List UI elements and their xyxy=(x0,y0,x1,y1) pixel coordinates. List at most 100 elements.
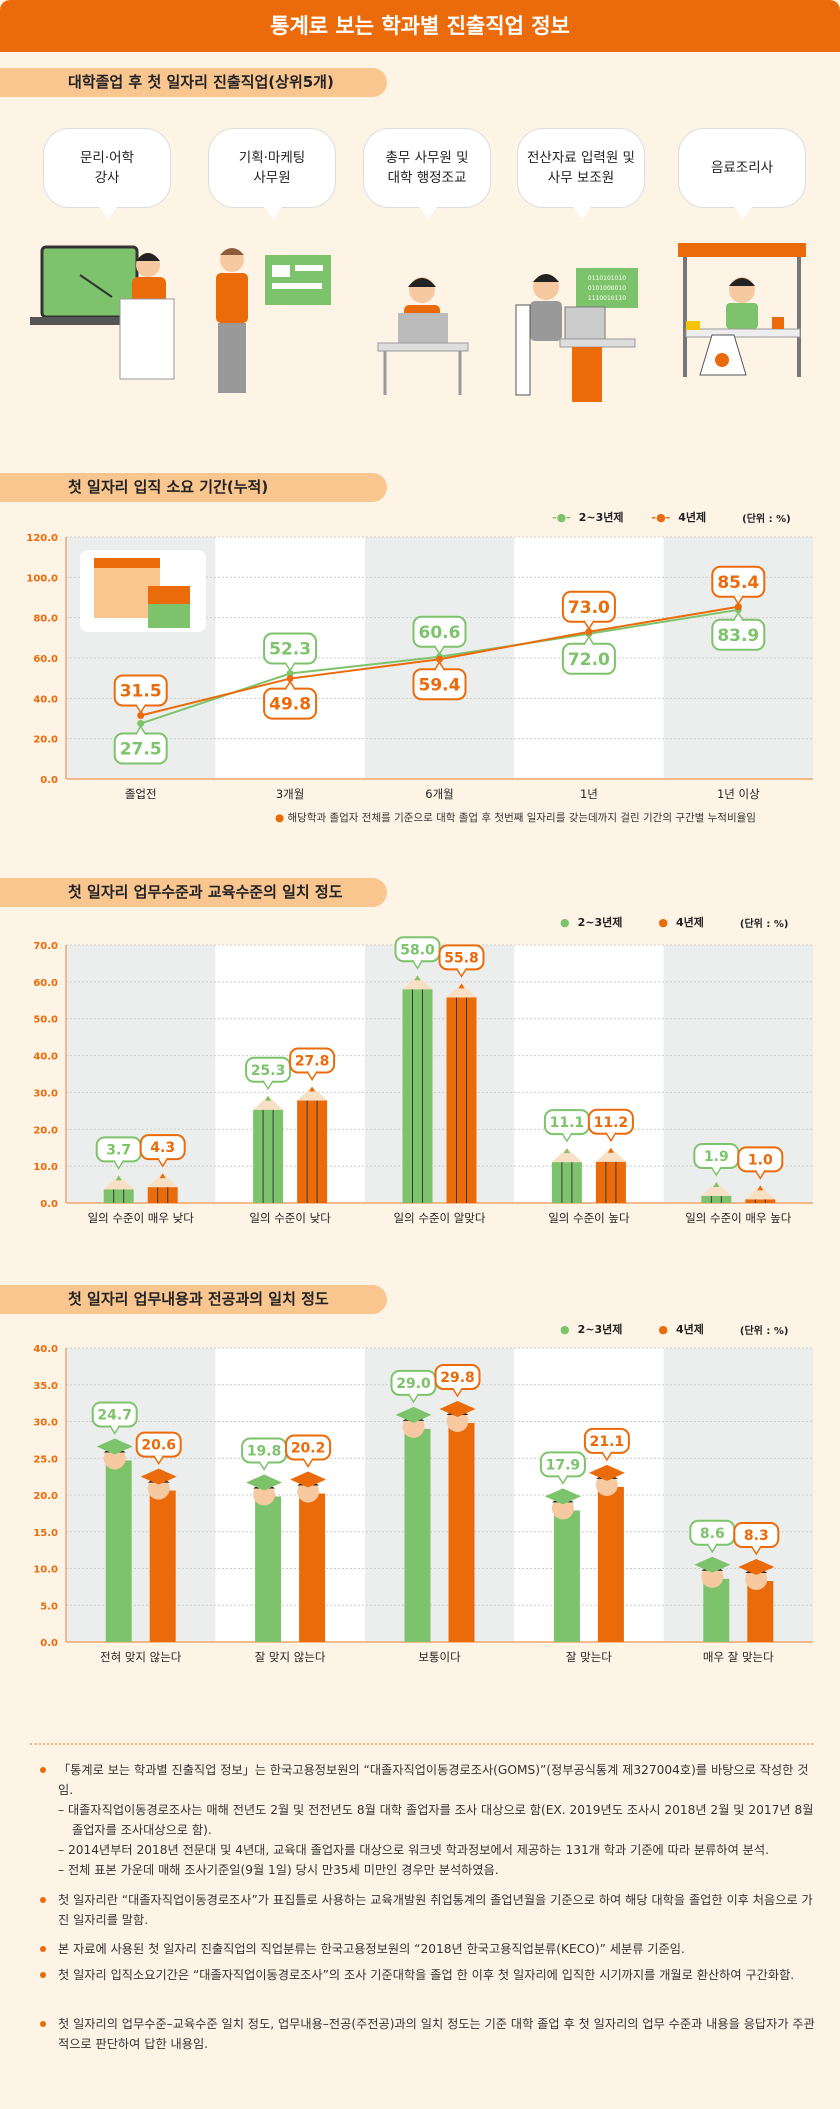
x-tick-label: 일의 수준이 높다 xyxy=(548,1211,630,1225)
chart2-title: 첫 일자리 업무수준과 교육수준의 일치 정도 xyxy=(0,878,387,907)
column-band xyxy=(66,945,216,1203)
data-label-tail xyxy=(433,645,446,656)
y-tick-label: 10.0 xyxy=(33,1162,58,1173)
data-label: 11.1 xyxy=(550,1115,585,1131)
chart1-legend: -●- 2~3년제 -●- 4년제 (단위 : %) xyxy=(552,509,791,525)
data-label: 58.0 xyxy=(400,942,435,958)
section-title-jobs: 대학졸업 후 첫 일자리 진출직업(상위5개) xyxy=(0,68,387,97)
graduate-face xyxy=(103,1447,126,1470)
job-label: 전산자료 입력원 및 사무 보조원 xyxy=(527,149,635,186)
pencil-tip xyxy=(551,1148,582,1163)
data-label-tail xyxy=(153,1455,165,1466)
graduate-face xyxy=(745,1567,768,1590)
chart3-legend: ● 2~3년제 ● 4년제 (단위 : %) xyxy=(560,1321,788,1337)
y-tick-label: 100.0 xyxy=(26,573,58,584)
data-label: 20.2 xyxy=(291,1441,326,1457)
legend-label-b: 4년제 xyxy=(675,916,704,929)
pencil-bar xyxy=(701,1195,732,1203)
pencil-lead xyxy=(757,1185,764,1191)
note-item: 첫 일자리의 업무수준–교육수준 일치 정도, 업무내용–전공(주전공)과의 일… xyxy=(40,2014,818,2054)
chart1-title: 첫 일자리 입직 소요 기간(누적) xyxy=(0,473,387,502)
job-bubble: 문리·어학 강사 xyxy=(43,128,171,219)
x-tick-label: 일의 수준이 낮다 xyxy=(249,1211,331,1225)
data-label-tail xyxy=(706,1543,718,1554)
graduation-cap-icon xyxy=(588,1464,625,1481)
y-tick-label: 20.0 xyxy=(33,1125,58,1136)
note-item: 첫 일자리 입직소요기간은 “대졸자직업이동경로조사”의 조사 기준대학을 졸업… xyxy=(40,1965,818,1985)
bullet-icon xyxy=(40,1767,46,1773)
divider xyxy=(30,1743,813,1745)
data-label: 19.8 xyxy=(247,1444,282,1460)
data-point xyxy=(734,603,742,611)
legend-label-b: 4년제 xyxy=(675,1323,704,1336)
graduation-cap-icon xyxy=(395,1406,432,1423)
teacher-illustration xyxy=(30,245,175,380)
pencil-lead xyxy=(607,1147,614,1153)
bar xyxy=(299,1493,326,1642)
column-band xyxy=(364,945,515,1203)
note-text: 「통계로 보는 학과별 진출직업 정보」는 한국고용정보원의 “대졸자직업이동경… xyxy=(58,1763,809,1797)
data-label-tail xyxy=(732,595,744,606)
pencil-tip xyxy=(297,1086,328,1101)
data-label: 25.3 xyxy=(251,1063,286,1079)
graduation-cap-icon xyxy=(96,1438,133,1455)
data-label-tail xyxy=(258,1461,270,1471)
data-label: 60.6 xyxy=(419,623,461,643)
data-label: 8.3 xyxy=(744,1528,769,1544)
bar xyxy=(404,1428,431,1642)
office-worker-illustration xyxy=(377,277,469,395)
bullet-icon xyxy=(40,2021,46,2027)
y-tick-label: 25.0 xyxy=(33,1454,58,1465)
y-tick-label: 5.0 xyxy=(40,1601,58,1612)
bar xyxy=(597,1486,624,1642)
data-point xyxy=(585,628,593,636)
data-label: 8.6 xyxy=(700,1526,725,1542)
data-label: 55.8 xyxy=(444,950,479,966)
jobs-illustration: 0110101010 0101000010 1110010110 xyxy=(30,243,806,402)
data-label: 85.4 xyxy=(717,573,759,593)
pencil-bar xyxy=(147,1187,178,1203)
data-label-tail xyxy=(135,725,147,735)
column-band xyxy=(514,1348,664,1642)
job-label: 총무 사무원 및 대학 행정조교 xyxy=(385,149,469,186)
unit-label: (단위 : %) xyxy=(739,918,789,930)
pencil-bar xyxy=(253,1109,284,1203)
y-tick-label: 40.0 xyxy=(33,1344,58,1355)
svg-text:0101000010: 0101000010 xyxy=(588,285,626,292)
chart2-legend: ● 2~3년제 ● 4년제 (단위 : %) xyxy=(560,914,788,930)
x-tick-label: 1년 이상 xyxy=(717,787,760,801)
data-label-tail xyxy=(583,620,595,631)
data-label-tail xyxy=(109,1425,121,1435)
job-label: 기획·마케팅 사무원 xyxy=(238,149,306,186)
data-label-tail xyxy=(433,660,446,671)
x-tick-label: 3개월 xyxy=(276,787,304,801)
marketer-illustration xyxy=(216,248,331,393)
note-text: 첫 일자리란 “대졸자직업이동경로조사”가 표집틀로 사용하는 교육개발원 취업… xyxy=(58,1893,813,1927)
data-label-tail xyxy=(407,1393,420,1404)
data-label-tail xyxy=(306,1071,318,1081)
briefcase-flap xyxy=(148,586,190,604)
data-label-tail xyxy=(262,1080,274,1091)
data-label: 27.8 xyxy=(295,1054,330,1070)
x-tick-label: 6개월 xyxy=(425,787,453,801)
data-label-tail xyxy=(754,1169,766,1180)
y-tick-label: 80.0 xyxy=(33,614,58,625)
x-tick-label: 잘 맞는다 xyxy=(566,1650,612,1664)
bar xyxy=(747,1580,774,1642)
pencil-tip xyxy=(446,983,477,998)
y-tick-label: 0.0 xyxy=(40,1199,58,1210)
y-tick-label: 60.0 xyxy=(33,978,58,989)
x-tick-label: 일의 수준이 매우 낮다 xyxy=(88,1211,195,1225)
bar xyxy=(553,1510,580,1642)
y-tick-label: 20.0 xyxy=(33,1491,58,1502)
x-tick-label: 일의 수준이 알맞다 xyxy=(394,1211,486,1225)
pencil-bar xyxy=(402,989,433,1203)
data-label: 83.9 xyxy=(717,626,759,646)
pencil-bar xyxy=(745,1199,776,1203)
job-label: 음료조리사 xyxy=(710,159,774,176)
bar xyxy=(149,1490,176,1642)
bar xyxy=(255,1496,282,1642)
data-label-tail xyxy=(601,1451,613,1462)
note-item: 「통계로 보는 학과별 진출직업 정보」는 한국고용정보원의 “대졸자직업이동경… xyxy=(40,1760,818,1880)
calendar-header xyxy=(94,558,160,568)
